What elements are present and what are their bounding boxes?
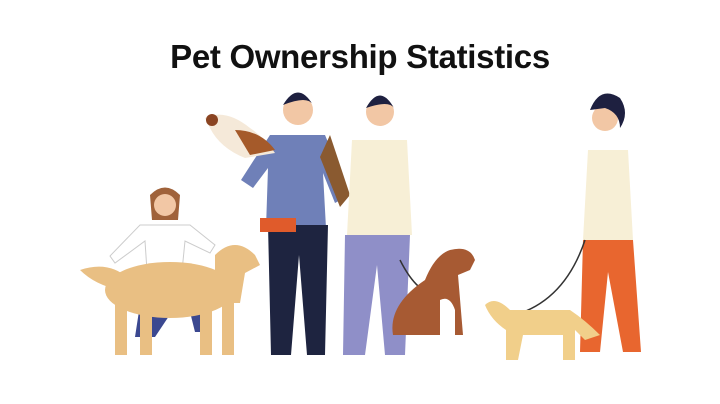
page-title: Pet Ownership Statistics: [170, 38, 550, 75]
bird-on-arm: [205, 114, 275, 158]
small-dog: [485, 301, 600, 360]
man-with-bird-figure: [205, 92, 350, 355]
golden-retriever: [80, 245, 260, 355]
brown-dog: [392, 248, 475, 350]
woman-with-small-dog-figure: [514, 93, 641, 352]
